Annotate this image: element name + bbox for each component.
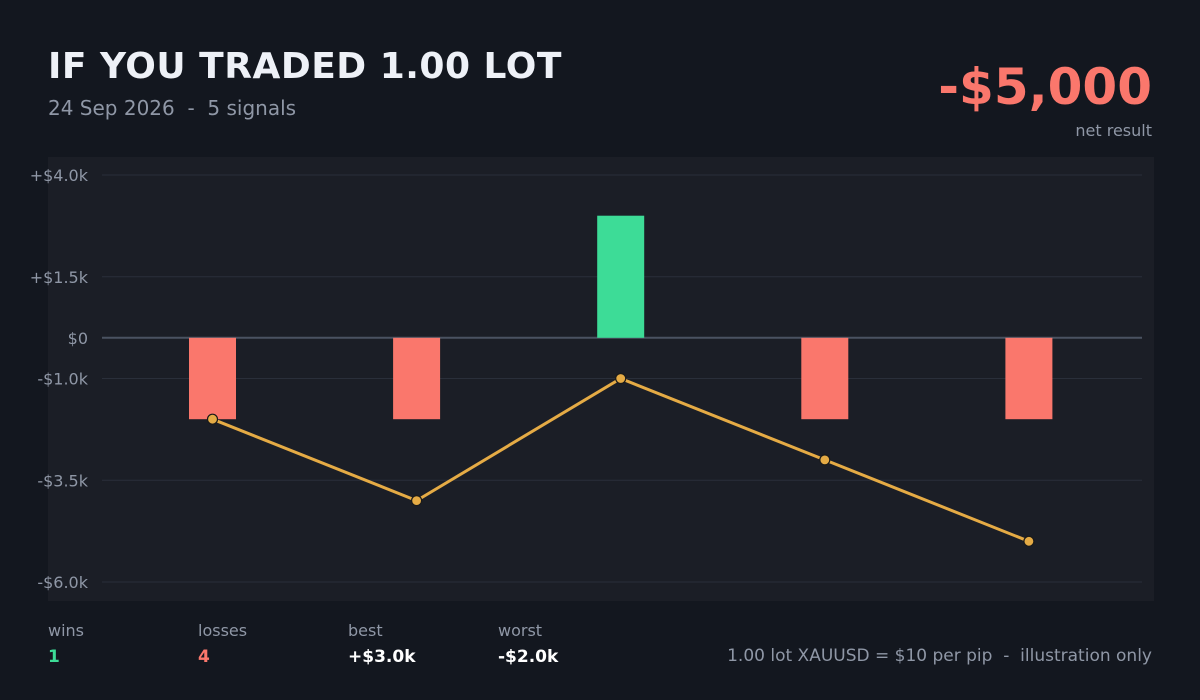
y-axis-ticks: +$4.0k +$1.5k $0 -$1.0k -$3.5k -$6.0k bbox=[30, 166, 89, 592]
stat-best-value: +$3.0k bbox=[348, 647, 416, 667]
y-tick-label: +$1.5k bbox=[30, 268, 89, 287]
stat-wins-label: wins bbox=[48, 621, 85, 640]
stat-losses-label: losses bbox=[198, 621, 248, 640]
stat-best: best +$3.0k bbox=[348, 621, 416, 667]
net-result-label: net result bbox=[1075, 121, 1152, 140]
loss-bar bbox=[1005, 337, 1053, 420]
stat-losses: losses 4 bbox=[198, 621, 247, 667]
stat-wins: wins 1 bbox=[48, 621, 84, 667]
y-tick-label: $0 bbox=[68, 329, 88, 348]
cumulative-point bbox=[411, 495, 423, 507]
y-tick-label: -$6.0k bbox=[37, 573, 88, 592]
stat-worst: worst -$2.0k bbox=[498, 621, 558, 667]
stat-worst-label: worst bbox=[498, 621, 543, 640]
trade-bars bbox=[189, 215, 1053, 420]
cumulative-point bbox=[1023, 535, 1035, 547]
cumulative-point bbox=[206, 413, 219, 425]
cumulative-point bbox=[819, 454, 831, 466]
loss-bar bbox=[393, 337, 441, 420]
y-tick-label: +$4.0k bbox=[30, 166, 89, 185]
stat-losses-value: 4 bbox=[198, 647, 210, 667]
cumulative-line bbox=[206, 372, 1035, 547]
chart-subtitle: 24 Sep 2026 - 5 signals bbox=[48, 96, 297, 120]
loss-bar bbox=[189, 337, 236, 420]
stat-wins-value: 1 bbox=[48, 647, 60, 667]
cumulative-point bbox=[615, 372, 627, 385]
y-tick-label: -$1.0k bbox=[37, 370, 88, 389]
loss-bar bbox=[801, 337, 849, 420]
net-result-value: -$5,000 bbox=[938, 58, 1152, 116]
stat-worst-value: -$2.0k bbox=[498, 647, 559, 667]
win-bar bbox=[597, 215, 645, 338]
stat-best-label: best bbox=[348, 621, 383, 640]
footnote: 1.00 lot XAUUSD = $10 per pip - illustra… bbox=[727, 646, 1152, 666]
chart-title: IF YOU TRADED 1.00 LOT bbox=[48, 46, 562, 87]
y-tick-label: -$3.5k bbox=[37, 471, 88, 490]
